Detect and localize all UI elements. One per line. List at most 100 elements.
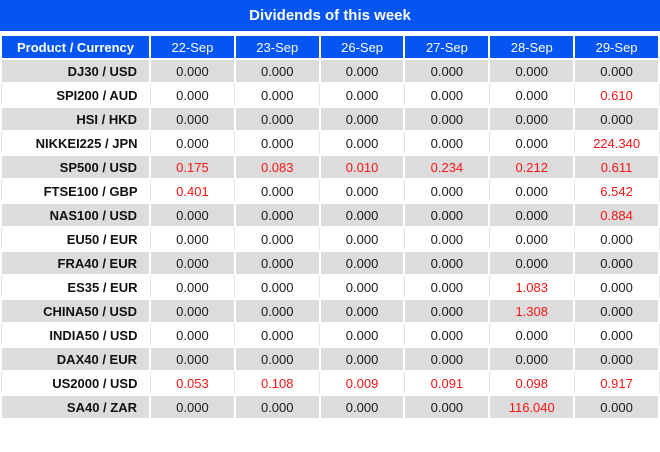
dividend-value-cell: 0.611 [573,154,660,180]
product-cell: FTSE100 / GBP [0,178,151,204]
dividend-value-cell: 0.884 [573,202,660,228]
dividend-value-cell: 0.000 [488,82,575,108]
dividend-value-cell: 224.340 [573,130,660,156]
column-header-date: 22-Sep [149,34,236,60]
dividend-value-cell: 0.000 [488,178,575,204]
dividend-value-cell: 0.083 [233,154,321,180]
dividend-value-cell: 0.000 [488,202,576,228]
dividend-value-cell: 0.010 [318,154,406,180]
dividend-value-cell: 0.000 [488,226,575,252]
dividend-value-cell: 0.000 [149,274,236,300]
dividend-value-cell: 0.000 [319,322,405,348]
dividend-value-cell: 0.000 [318,202,406,228]
dividend-value-cell: 0.000 [403,202,491,228]
product-cell: SA40 / ZAR [0,394,151,420]
product-cell: SPI200 / AUD [0,82,151,108]
dividend-value-cell: 0.000 [403,346,491,372]
product-cell: CHINA50 / USD [0,298,151,324]
dividend-value-cell: 0.000 [318,346,406,372]
dividend-value-cell: 0.000 [318,58,406,84]
table-row: EU50 / EUR 0.000 0.000 0.000 0.000 0.000 0.000 [0,226,660,252]
dividend-value-cell: 0.000 [488,346,576,372]
dividend-value-cell: 0.000 [488,106,576,132]
dividend-value-cell: 0.000 [149,130,236,156]
dividend-value-cell: 0.000 [149,106,236,132]
column-header-date: 29-Sep [573,34,660,60]
header-row: Product / Currency 22-Sep 23-Sep 26-Sep 27-S… [0,34,660,60]
dividend-value-cell: 0.000 [488,250,576,276]
dividend-value-cell: 0.000 [149,322,236,348]
table-row: FRA40 / EUR 0.000 0.000 0.000 0.000 0.000 0.00… [0,250,660,276]
dividends-table: Product / Currency 22-Sep 23-Sep 26-Sep 27-S… [0,34,660,420]
dividend-value-cell: 0.000 [233,106,321,132]
dividend-value-cell: 116.040 [488,394,576,420]
dividend-value-cell: 0.000 [319,274,405,300]
dividend-value-cell: 0.000 [573,274,660,300]
dividend-value-cell: 0.610 [573,82,660,108]
table-row: SP500 / USD 0.175 0.083 0.010 0.234 0.212 0.61… [0,154,660,180]
dividend-value-cell: 0.000 [234,322,321,348]
column-header-date: 23-Sep [233,34,321,60]
dividend-value-cell: 0.000 [573,58,660,84]
table-row: SPI200 / AUD 0.000 0.000 0.000 0.000 0.000 0.6… [0,82,660,108]
dividend-value-cell: 0.000 [234,274,321,300]
dividend-value-cell: 0.000 [234,130,321,156]
column-header-date: 27-Sep [403,34,491,60]
dividend-value-cell: 0.000 [149,226,236,252]
dividend-value-cell: 0.234 [403,154,491,180]
dividend-value-cell: 0.000 [573,106,660,132]
dividend-value-cell: 0.000 [149,82,236,108]
dividend-value-cell: 0.000 [488,130,575,156]
dividend-value-cell: 0.000 [319,226,405,252]
dividend-value-cell: 0.000 [403,322,490,348]
table-row: CHINA50 / USD 0.000 0.000 0.000 0.000 1.308 0.… [0,298,660,324]
table-row: FTSE100 / GBP 0.401 0.000 0.000 0.000 0.000 6.… [0,178,660,204]
product-cell: EU50 / EUR [0,226,151,252]
dividend-value-cell: 0.000 [234,178,321,204]
dividend-value-cell: 0.000 [403,274,490,300]
product-cell: NIKKEI225 / JPN [0,130,151,156]
dividend-value-cell: 0.000 [234,226,321,252]
dividend-value-cell: 0.000 [233,394,321,420]
product-cell: INDIA50 / USD [0,322,151,348]
product-cell: SP500 / USD [0,154,151,180]
dividend-value-cell: 0.000 [319,130,405,156]
dividend-value-cell: 0.000 [488,58,576,84]
column-header-date: 26-Sep [318,34,406,60]
dividend-value-cell: 0.212 [488,154,576,180]
dividend-value-cell: 0.000 [149,346,236,372]
dividend-value-cell: 0.000 [319,82,405,108]
product-cell: HSI / HKD [0,106,151,132]
dividend-value-cell: 0.000 [149,298,236,324]
product-cell: ES35 / EUR [0,274,151,300]
dividend-value-cell: 0.108 [234,370,321,396]
dividend-value-cell: 0.000 [233,250,321,276]
dividend-value-cell: 0.000 [233,298,321,324]
dividend-value-cell: 0.053 [149,370,236,396]
table-row: ES35 / EUR 0.000 0.000 0.000 0.000 1.083 0.000 [0,274,660,300]
dividend-value-cell: 0.917 [573,370,660,396]
dividend-value-cell: 0.000 [318,106,406,132]
dividend-value-cell: 0.000 [149,202,236,228]
table-row: INDIA50 / USD 0.000 0.000 0.000 0.000 0.000 0.… [0,322,660,348]
dividend-value-cell: 0.000 [319,178,405,204]
dividend-value-cell: 0.000 [403,130,490,156]
dividend-value-cell: 0.000 [149,58,236,84]
dividend-value-cell: 0.000 [318,298,406,324]
product-cell: NAS100 / USD [0,202,151,228]
table-row: SA40 / ZAR 0.000 0.000 0.000 0.000 116.040 0.0… [0,394,660,420]
column-header-date: 28-Sep [488,34,576,60]
table-row: DJ30 / USD 0.000 0.000 0.000 0.000 0.000 0.000 [0,58,660,84]
dividend-value-cell: 0.000 [403,298,491,324]
dividend-value-cell: 0.401 [149,178,236,204]
dividend-value-cell: 1.083 [488,274,575,300]
dividend-value-cell: 0.000 [318,394,406,420]
table-row: NIKKEI225 / JPN 0.000 0.000 0.000 0.000 0.000… [0,130,660,156]
dividend-value-cell: 0.000 [573,394,660,420]
table-row: US2000 / USD 0.053 0.108 0.009 0.091 0.098 0.9… [0,370,660,396]
dividend-value-cell: 0.175 [149,154,236,180]
dividend-value-cell: 0.000 [403,394,491,420]
dividend-value-cell: 0.000 [233,58,321,84]
dividend-value-cell: 0.000 [573,322,660,348]
